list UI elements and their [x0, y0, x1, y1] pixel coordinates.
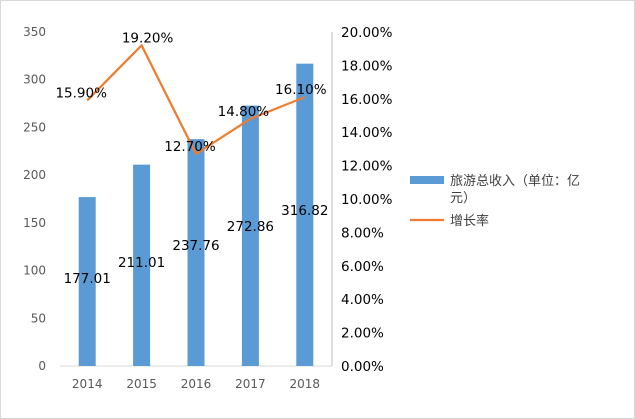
bar	[241, 105, 259, 367]
y-left-tick-label: 200	[23, 168, 46, 182]
y-right-tick-label: 14.00%	[341, 125, 393, 141]
growth-rate-line	[86, 44, 306, 156]
x-tick-label: 2016	[181, 377, 212, 391]
y-right-tick-label: 16.00%	[341, 92, 393, 108]
x-tick-label: 2014	[72, 377, 103, 391]
bar-data-label: 272.86	[227, 219, 274, 235]
x-tick-label: 2015	[126, 377, 157, 391]
legend-label-line: 增长率	[450, 213, 489, 229]
bar-data-label: 237.76	[172, 238, 219, 254]
y-left-tick-label: 150	[23, 216, 46, 230]
y-left-tick-label: 0	[38, 359, 46, 373]
y-right-tick-label: 18.00%	[341, 58, 393, 74]
y-left-tick-label: 300	[23, 73, 46, 87]
y-left-tick-label: 50	[31, 311, 46, 325]
legend-swatch-bar	[410, 176, 444, 184]
bar	[133, 164, 151, 366]
x-tick-label: 2018	[290, 377, 321, 391]
y-right-tick-label: 10.00%	[341, 192, 393, 208]
y-left-tick-label: 350	[23, 25, 46, 39]
y-right-tick-label: 4.00%	[341, 292, 384, 308]
y-right-tick-label: 6.00%	[341, 259, 384, 275]
y-right-tick-label: 2.00%	[341, 326, 384, 342]
line-data-label: 12.70%	[164, 139, 216, 155]
bar-data-label: 177.01	[64, 271, 111, 287]
line-data-label: 16.10%	[275, 82, 327, 98]
y-right-tick-label: 20.00%	[341, 25, 393, 41]
y-right-tick-label: 0.00%	[341, 359, 384, 375]
y-right-tick-label: 8.00%	[341, 225, 384, 241]
legend-label-bar-line1: 旅游总收入（单位：亿	[450, 174, 580, 189]
bar-data-label: 316.82	[281, 203, 328, 219]
y-left-tick-label: 100	[23, 264, 46, 278]
bar	[187, 139, 205, 366]
x-tick-label: 2017	[235, 377, 266, 391]
line-data-label: 19.20%	[122, 30, 174, 46]
line-data-label: 15.90%	[55, 85, 107, 101]
bar-data-label: 211.01	[118, 255, 165, 271]
bar	[78, 197, 96, 366]
y-right-tick-label: 12.00%	[341, 159, 393, 175]
line-data-label: 14.80%	[218, 104, 270, 120]
y-left-tick-label: 250	[23, 120, 46, 134]
bar	[296, 63, 314, 366]
legend-label-bar-line2: 元）	[450, 191, 476, 206]
